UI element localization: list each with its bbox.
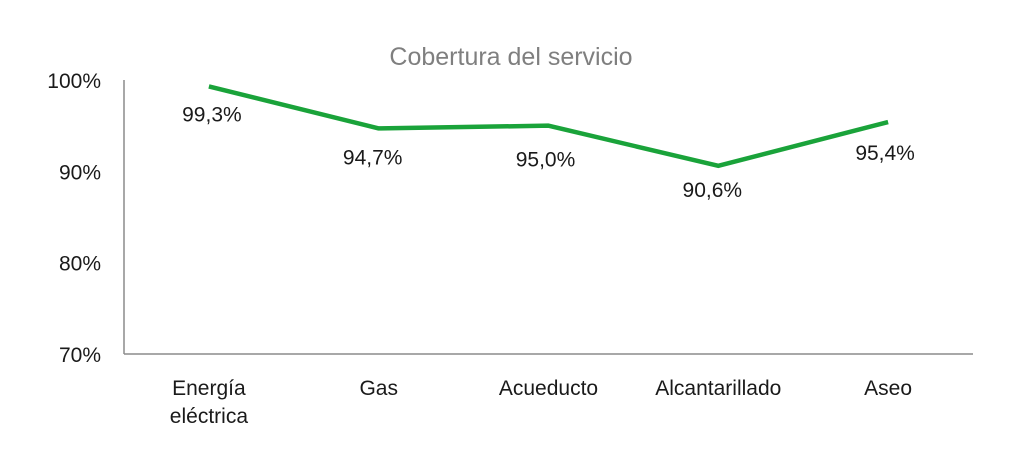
data-label: 99,3% [182,103,242,126]
x-tick-label: Alcantarillado [655,377,781,400]
data-labels: 99,3% 94,7% 95,0% 90,6% 95,4% [182,103,915,201]
data-label: 90,6% [683,179,743,202]
y-tick-label: 80% [59,253,101,276]
y-tick-label: 70% [59,344,101,367]
y-axis-tick-labels: 100% 90% 80% 70% [47,70,101,367]
data-label: 94,7% [343,146,403,169]
chart-title: Cobertura del servicio [389,43,632,71]
data-label: 95,4% [855,142,915,165]
y-tick-label: 90% [59,161,101,184]
x-axis-tick-labels: Energía eléctrica Gas Acueducto Alcantarilla… [170,377,912,428]
y-tick-label: 100% [47,70,101,93]
x-tick-label: Energía [172,377,246,400]
x-tick-label: Acueducto [499,377,598,400]
series-line-cobertura [208,84,889,169]
x-tick-label: Gas [359,377,398,400]
x-tick-label: eléctrica [170,405,249,428]
x-tick-label: Aseo [864,377,912,400]
data-label: 95,0% [516,149,576,172]
